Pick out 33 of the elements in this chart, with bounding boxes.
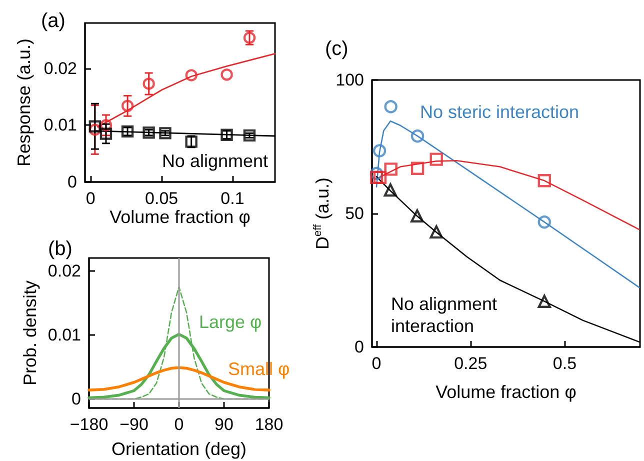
y-tick-label: 0.01 [44, 116, 77, 135]
y-tick-label: 0.01 [48, 325, 81, 344]
x-axis-title: Volume fraction φ [436, 382, 576, 402]
x-axis-title: Orientation (deg) [111, 439, 247, 459]
x-tick-label: 90 [214, 415, 234, 434]
y-axis-title: Response (a.u.) [14, 38, 34, 167]
y-tick-label: 50 [345, 204, 364, 223]
x-tick-label: 180 [254, 415, 284, 434]
x-tick-label: 0 [86, 189, 96, 208]
x-tick-label: 0.1 [220, 189, 244, 208]
y-axis-title: Deff (a.u.) [312, 177, 333, 250]
chart-title: (c) [325, 38, 348, 60]
y-tick-label: 100 [336, 70, 364, 90]
x-axis-title: Volume fraction φ [110, 207, 250, 227]
text: No alignment interaction [391, 294, 502, 336]
x-tick-label: 0 [372, 354, 382, 373]
series-label: No alignment [162, 151, 268, 171]
x-tick-label: 0 [174, 415, 184, 434]
x-tick-label: 0.5 [552, 354, 577, 373]
chart-title: (b) [48, 238, 72, 260]
y-tick-label: 0 [72, 390, 81, 409]
x-tick-label: 0.05 [145, 189, 178, 208]
x-tick-label: −180 [70, 415, 108, 434]
x-tick-label: 0.25 [454, 354, 488, 373]
y-tick-label: 0 [68, 172, 77, 192]
x-tick-label: −90 [120, 415, 148, 434]
y-tick-label: 0.02 [48, 261, 81, 280]
y-tick-label: 0.02 [44, 58, 77, 78]
series-label: No steric interaction [420, 102, 580, 122]
y-tick-label: 0 [354, 338, 364, 356]
y-axis-title: Prob. density [20, 280, 40, 386]
series-label: Large φ [199, 312, 262, 332]
chart-title: (a) [41, 10, 66, 32]
